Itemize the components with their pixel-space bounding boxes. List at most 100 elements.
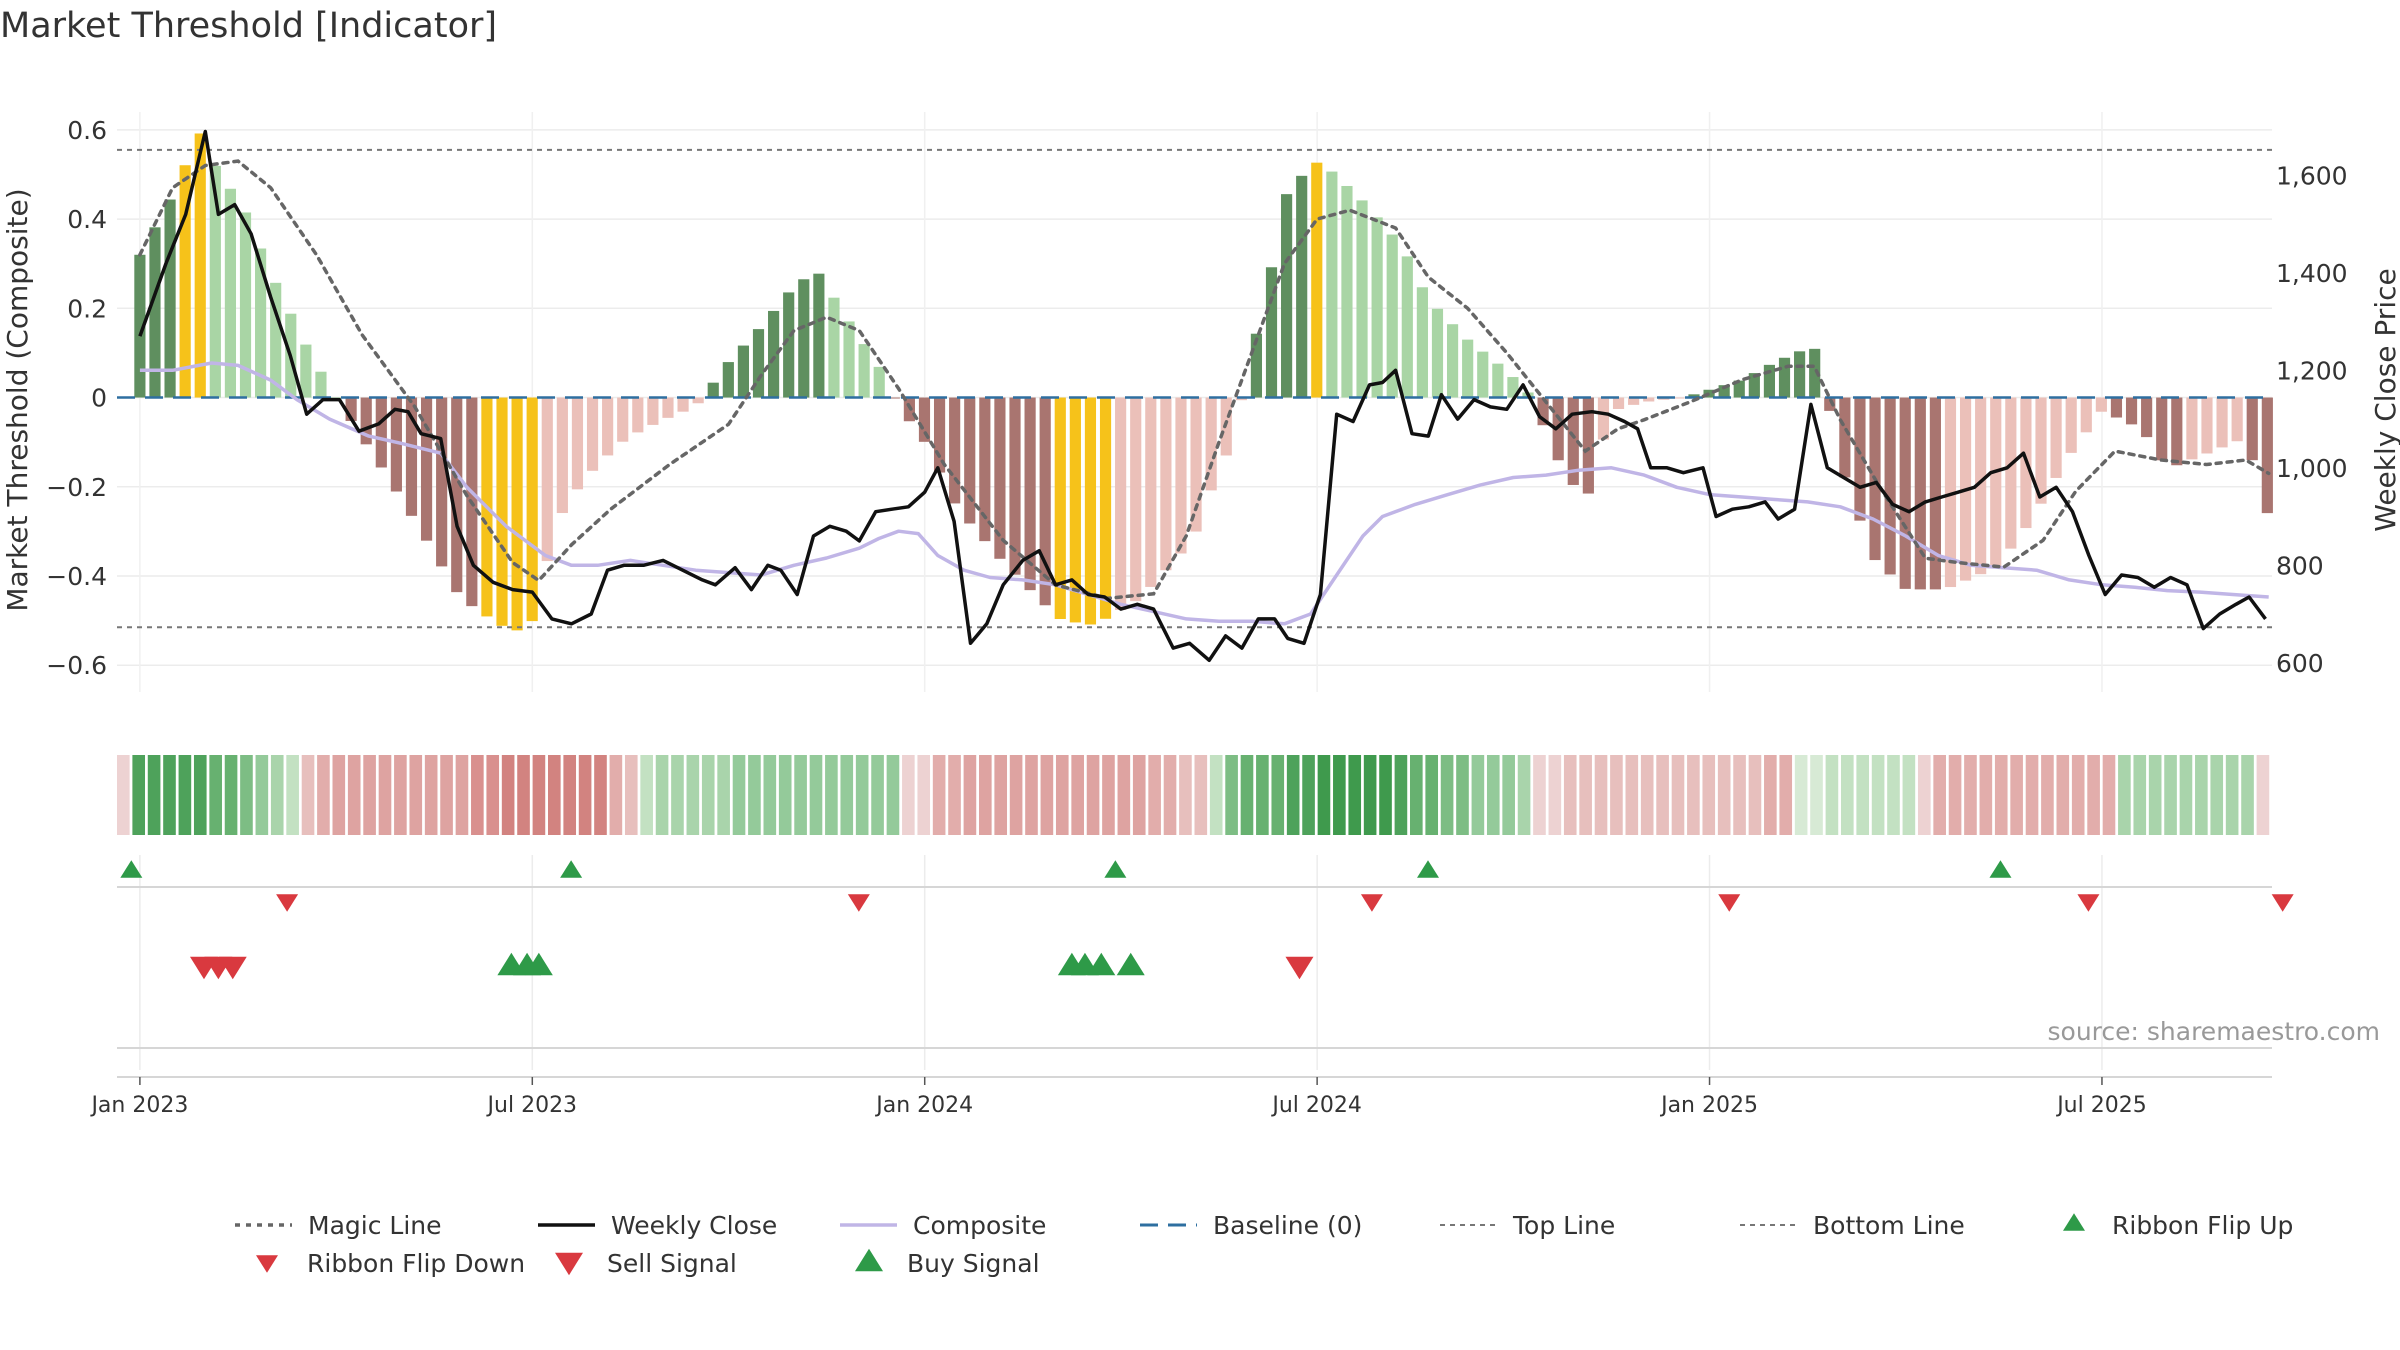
composite-bar [194,133,206,398]
legend-item: Top Line [1440,1211,1615,1240]
regime-bar [2025,755,2039,835]
composite-bar [390,397,402,492]
regime-bar [1871,755,1885,835]
composite-bar [1824,397,1836,411]
composite-bar [1582,397,1594,494]
regime-bar [1779,755,1793,835]
composite-bar [1612,397,1625,409]
regime-bar [517,755,530,835]
composite-bar [1492,363,1504,398]
composite-bar [1235,397,1247,401]
composite-bar [1160,397,1172,571]
composite-bar [164,199,176,398]
composite-bar [1537,397,1549,426]
regime-bar [1825,755,1839,835]
composite-bar [1386,234,1398,398]
composite-bar [1597,397,1610,440]
buy-signal-marker [1116,952,1145,976]
y-axis-left-label: Market Threshold (Composite) [1,188,34,611]
regime-bar [193,755,207,835]
regime-bar [1040,755,1054,835]
regime-bar [840,755,854,835]
regime-bar [1610,755,1623,835]
composite-bar [420,397,433,541]
regime-bar [1841,755,1854,835]
ribbon-flip-down-marker [1360,894,1383,912]
y-right-tick-label: 1,200 [2276,356,2348,385]
regime-bar [1348,755,1362,835]
regime-bar [286,755,299,835]
composite-bars [134,133,2273,631]
regime-ribbon [117,755,2270,835]
composite-bar [2095,397,2107,412]
regime-bar [1810,755,1823,835]
regime-bar [701,755,715,835]
composite-bar [1794,351,1806,398]
composite-bar [345,397,357,421]
composite-bar [2261,397,2273,514]
composite-bar [647,397,659,425]
regime-bar [1471,755,1485,835]
composite-bar [2005,397,2017,549]
composite-bar [1175,397,1187,554]
composite-bar [556,397,568,514]
composite-bar [873,366,885,398]
ribbon-flip-down-marker [847,894,870,912]
legend-label: Buy Signal [907,1249,1040,1278]
composite-bar [1281,194,1293,398]
regime-bar [301,755,315,835]
regime-bar [1671,755,1685,835]
y-right-tick-label: 1,000 [2276,454,2348,483]
regime-bar [778,755,792,835]
regime-bar [501,755,515,835]
regime-bar [1179,755,1192,835]
regime-bar [1256,755,1269,835]
regime-bar [1132,755,1146,835]
regime-bar [178,755,192,835]
composite-bar [1069,397,1081,623]
legend-label: Composite [913,1211,1046,1240]
composite-bar [1341,185,1353,398]
legend-label: Weekly Close [611,1211,777,1240]
composite-bar [979,397,991,542]
regime-bar [1102,755,1115,835]
y-left-tick-label: −0.2 [46,473,107,502]
regime-bar [640,755,653,835]
composite-bar [1311,162,1323,398]
composite-bar [1084,397,1097,625]
regime-bar [1225,755,1238,835]
composite-bar [677,397,689,412]
regime-bar [2225,755,2239,835]
regime-bar [1271,755,1285,835]
y-left-tick-label: −0.4 [46,562,107,591]
composite-bar [1477,351,1489,398]
composite-bar [1899,397,1911,589]
regime-bar [2210,755,2224,835]
composite-bar [1296,175,1308,398]
regime-bar [1994,755,2008,835]
regime-bar [2041,755,2054,835]
composite-bar [1446,324,1459,398]
composite-bar [2216,397,2228,448]
y-left-tick-label: −0.6 [46,651,107,680]
regime-bar [1363,755,1377,835]
regime-bar [455,755,469,835]
buy-signal-marker [524,952,553,976]
composite-bar [375,397,387,468]
composite-bar [2050,397,2062,478]
ribbon-flip-down-marker [2077,894,2100,912]
ribbon-flip-down-marker [1718,894,1741,912]
y-left-tick-label: 0 [91,384,107,413]
sell-signal-marker [1285,956,1314,980]
composite-bar [1265,267,1278,398]
sell-signal-marker [218,956,247,980]
y-left-tick-label: 0.2 [67,294,107,323]
regime-bar [2256,755,2270,835]
regime-bar [532,755,546,835]
composite-bar [1431,308,1444,398]
regime-bar [1563,755,1577,835]
regime-bar [855,755,869,835]
regime-bar [994,755,1008,835]
regime-bar [1517,755,1531,835]
